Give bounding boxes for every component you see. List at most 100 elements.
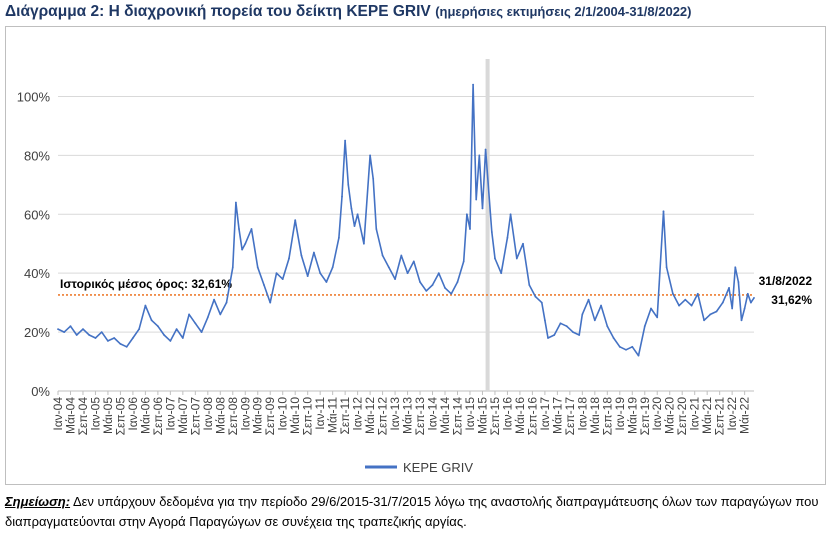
data-point: [740, 319, 743, 322]
data-point: [494, 257, 496, 260]
data-point: [306, 275, 309, 278]
x-tick-label: Μάι-10: [288, 397, 302, 434]
data-point: [665, 266, 668, 269]
x-tick-label: Σεπ-15: [488, 397, 502, 436]
data-point: [465, 213, 468, 216]
x-tick-label: Σεπ-18: [600, 397, 614, 436]
x-tick-label: Ιαν-17: [538, 397, 552, 431]
x-tick-label: Σεπ-08: [226, 397, 240, 436]
data-point: [263, 284, 265, 286]
data-point: [132, 337, 134, 339]
data-point: [650, 307, 652, 310]
footnote-label: Σημείωση:: [5, 494, 71, 509]
x-tick-label: Μάι-21: [700, 397, 714, 434]
end-value-annotation: 31,62%: [771, 293, 812, 307]
x-tick-label: Σεπ-11: [338, 397, 352, 435]
chart-frame: 0% 20% 40% 60% 80% 100% Ιαν-04 Μάι-04 Σεπ-04 Ιαν-…: [5, 26, 826, 485]
data-point: [734, 266, 737, 269]
x-tick-label: Μάι-13: [401, 397, 415, 434]
data-point: [587, 298, 590, 301]
data-point: [82, 328, 84, 331]
data-point: [444, 287, 446, 289]
x-tick-label: Σεπ-21: [713, 397, 727, 436]
data-point: [269, 301, 272, 304]
data-point: [356, 213, 359, 216]
data-point: [387, 266, 390, 269]
y-tick-label: 40%: [24, 266, 50, 281]
x-tick-label: Σεπ-12: [376, 397, 390, 436]
data-point: [362, 242, 365, 245]
data-point: [462, 260, 465, 263]
data-point: [484, 148, 487, 151]
x-tick-label: Σεπ-07: [188, 397, 202, 436]
x-tick-label: Σεπ-20: [675, 397, 689, 436]
data-point: [490, 231, 493, 233]
data-point: [294, 219, 297, 222]
x-tick-label: Σεπ-06: [151, 397, 165, 436]
x-tick-label: Μάι-15: [475, 397, 489, 434]
x-tick-label: Σεπ-14: [450, 397, 464, 436]
data-point: [244, 242, 247, 245]
data-point: [565, 325, 568, 328]
data-point: [618, 345, 621, 348]
x-tick-label: Ιαν-21: [688, 397, 702, 431]
x-tick-label: Ιαν-04: [51, 397, 65, 431]
x-tick-label: Μάι-22: [738, 397, 752, 434]
data-point: [63, 331, 66, 333]
data-point: [715, 310, 718, 313]
data-point: [528, 284, 531, 286]
data-point: [369, 154, 372, 157]
x-tick-label: Ιαν-16: [500, 397, 514, 431]
data-point: [737, 281, 740, 283]
data-point: [450, 292, 453, 295]
data-point: [572, 331, 574, 333]
data-point: [241, 248, 244, 251]
x-tick-label: Σεπ-05: [113, 397, 127, 436]
data-point: [238, 228, 240, 230]
x-tick-label: Σεπ-16: [525, 397, 539, 436]
data-point: [506, 236, 509, 239]
x-tick-label: Μάι-18: [588, 397, 602, 434]
data-point: [656, 316, 659, 319]
data-point: [606, 325, 609, 328]
data-point: [113, 337, 116, 339]
data-point: [375, 228, 378, 230]
data-point: [353, 225, 356, 227]
data-point: [231, 266, 234, 269]
data-point: [94, 337, 97, 339]
legend-label: ΚΕΡΕ GRIV: [403, 460, 473, 475]
y-tick-label: 60%: [24, 207, 50, 222]
x-tick-label: Ιαν-19: [613, 397, 627, 431]
x-tick-label: Μάι-20: [663, 397, 677, 434]
data-point: [671, 292, 674, 295]
data-point: [100, 331, 103, 333]
data-point: [200, 331, 203, 333]
data-point: [662, 210, 665, 213]
data-point: [400, 254, 403, 257]
data-point: [337, 236, 340, 239]
data-point: [347, 183, 350, 186]
data-point: [600, 304, 602, 307]
data-point: [612, 337, 615, 339]
data-point: [509, 213, 512, 216]
data-point: [515, 257, 518, 260]
data-point: [631, 345, 634, 348]
data-point: [300, 254, 303, 257]
y-tick-label: 0%: [31, 384, 50, 399]
data-point: [169, 340, 172, 342]
x-tick-label: Ιαν-18: [575, 397, 589, 431]
x-tick-label: Ιαν-15: [463, 397, 477, 431]
data-point: [500, 272, 503, 275]
data-point: [313, 251, 315, 254]
data-point: [625, 348, 627, 351]
x-tick-label: Μάι-08: [213, 397, 227, 434]
x-tick-label: Ιαν-07: [163, 397, 177, 431]
series-line-kepe-griv: [57, 83, 755, 357]
data-point: [381, 254, 384, 257]
x-tick-label: Σεπ-13: [413, 397, 427, 436]
data-point: [553, 334, 556, 336]
data-point: [344, 139, 347, 142]
data-point: [194, 322, 197, 325]
data-point: [69, 325, 72, 328]
footnote-text: Δεν υπάρχουν δεδομένα για την περίοδο 29…: [5, 494, 819, 529]
